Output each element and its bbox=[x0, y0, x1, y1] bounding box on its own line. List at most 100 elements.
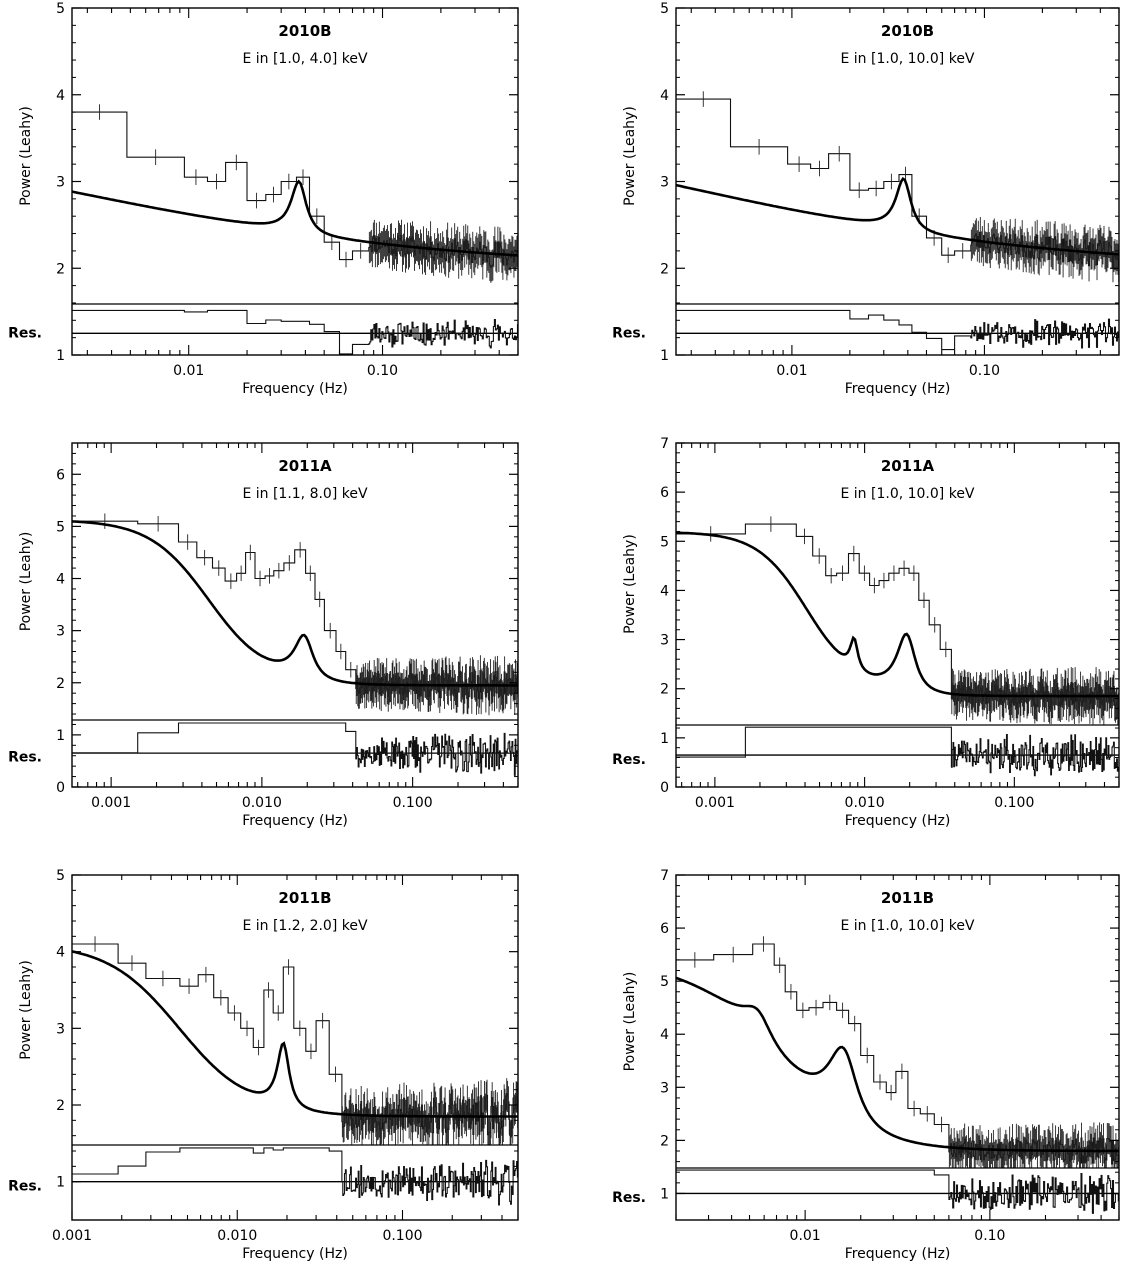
x-tick-label: 0.01 bbox=[776, 363, 807, 379]
residual-histogram bbox=[72, 722, 518, 776]
x-tick-label: 0.01 bbox=[173, 363, 204, 379]
x-tick-label: 0.10 bbox=[974, 1228, 1005, 1244]
y-tick-label: 5 bbox=[56, 1, 65, 17]
y-tick-label: 1 bbox=[56, 348, 65, 364]
x-tick-label: 0.10 bbox=[969, 363, 1000, 379]
y-tick-label: 3 bbox=[660, 1080, 669, 1096]
plot-area bbox=[72, 936, 518, 1220]
y-tick-label: 4 bbox=[56, 945, 65, 961]
y-axis-label: Power (Leahy) bbox=[18, 106, 34, 206]
plot-frame bbox=[71, 874, 519, 1221]
model-fit-curve bbox=[72, 950, 518, 1118]
chart-panel-1: 1 2 3 4 5 0.01 0.10 2010B E in [1.0, 4.0] keV Fre… bbox=[8, 1, 519, 397]
plot-area bbox=[72, 513, 518, 787]
y-axis-label: Power (Leahy) bbox=[18, 960, 34, 1060]
y-tick-label: 6 bbox=[660, 485, 669, 501]
y-tick-label: 1 bbox=[660, 348, 669, 364]
y-tick-label: 5 bbox=[56, 868, 65, 884]
y-tick-label: 7 bbox=[660, 436, 669, 452]
y-tick-label: 6 bbox=[56, 467, 65, 483]
chart-panel-4: 0 1 2 3 4 5 6 7 0.001 0.010 0.100 2011A E in [1.0, 1… bbox=[612, 436, 1120, 829]
x-tick-label: 0.001 bbox=[695, 795, 735, 811]
y-tick-label: 1 bbox=[56, 1175, 65, 1191]
plot-area bbox=[72, 104, 518, 355]
chart-panel-5: 1 2 3 4 5 0.001 0.010 0.100 2011B E in [1.2, 2.0]… bbox=[8, 868, 519, 1262]
x-tick-label: 0.010 bbox=[242, 795, 282, 811]
residual-label: Res. bbox=[8, 326, 42, 342]
y-tick-label: 7 bbox=[660, 868, 669, 884]
residual-label: Res. bbox=[8, 1179, 42, 1195]
y-tick-label: 0 bbox=[660, 780, 669, 796]
x-tick-label: 0.001 bbox=[91, 795, 131, 811]
model-fit-curve bbox=[676, 531, 1119, 698]
x-axis-label: Frequency (Hz) bbox=[242, 381, 348, 397]
y-axis-label: Power (Leahy) bbox=[622, 972, 638, 1072]
y-tick-label: 5 bbox=[660, 534, 669, 550]
x-tick-label: 0.100 bbox=[393, 795, 433, 811]
residual-histogram bbox=[676, 726, 1119, 777]
residual-histogram bbox=[676, 1169, 1119, 1214]
x-axis-label: Frequency (Hz) bbox=[845, 1246, 951, 1262]
panel-energy-band: E in [1.0, 4.0] keV bbox=[242, 51, 368, 67]
plot-frame bbox=[675, 442, 1120, 788]
plot-frame bbox=[675, 874, 1120, 1221]
x-tick-label: 0.01 bbox=[790, 1228, 821, 1244]
y-tick-label: 1 bbox=[660, 731, 669, 747]
x-tick-label: 0.100 bbox=[994, 795, 1034, 811]
residual-region bbox=[72, 1145, 518, 1220]
residual-histogram bbox=[72, 309, 518, 355]
residual-histogram bbox=[72, 1147, 518, 1206]
y-tick-label: 5 bbox=[660, 974, 669, 990]
x-axis-label: Frequency (Hz) bbox=[242, 813, 348, 829]
y-tick-label: 3 bbox=[660, 633, 669, 649]
x-tick-label: 0.010 bbox=[845, 795, 885, 811]
model-fit-curve bbox=[676, 176, 1119, 256]
panel-title: 2011B bbox=[278, 889, 331, 907]
chart-panel-6: 1 2 3 4 5 6 7 0.01 0.10 2011B E in [1.0, 10.0] keV… bbox=[612, 868, 1120, 1262]
x-axis-label: Frequency (Hz) bbox=[242, 1246, 348, 1262]
model-fit-curve bbox=[72, 520, 518, 687]
y-tick-label: 2 bbox=[660, 261, 669, 277]
y-axis-label: Power (Leahy) bbox=[18, 532, 34, 632]
residual-region bbox=[72, 304, 518, 355]
residual-label: Res. bbox=[612, 1190, 646, 1206]
residual-histogram bbox=[676, 309, 1119, 351]
y-tick-label: 4 bbox=[660, 88, 669, 104]
y-tick-label: 5 bbox=[660, 1, 669, 17]
y-tick-label: 2 bbox=[56, 676, 65, 692]
y-axis-label: Power (Leahy) bbox=[622, 106, 638, 206]
panel-energy-band: E in [1.0, 10.0] keV bbox=[840, 51, 974, 67]
y-tick-label: 3 bbox=[660, 175, 669, 191]
plot-frame bbox=[71, 442, 519, 788]
panel-title: 2010B bbox=[881, 22, 934, 40]
panel-title: 2011B bbox=[881, 889, 934, 907]
x-axis-label: Frequency (Hz) bbox=[845, 813, 951, 829]
panel-title: 2011A bbox=[881, 457, 935, 475]
x-tick-label: 0.10 bbox=[367, 363, 398, 379]
model-fit-curve bbox=[676, 976, 1119, 1153]
panel-energy-band: E in [1.0, 10.0] keV bbox=[840, 918, 974, 934]
panel-energy-band: E in [1.2, 2.0] keV bbox=[242, 918, 368, 934]
plot-area bbox=[676, 91, 1119, 355]
residual-label: Res. bbox=[612, 752, 646, 768]
y-tick-label: 6 bbox=[660, 921, 669, 937]
chart-panel-2: 1 2 3 4 5 0.01 0.10 2010B E in [1.0, 10.0] keV Fr… bbox=[612, 1, 1120, 397]
residual-label: Res. bbox=[8, 750, 42, 766]
y-axis-label: Power (Leahy) bbox=[622, 534, 638, 634]
model-fit-curve bbox=[72, 179, 518, 257]
y-tick-label: 4 bbox=[56, 88, 65, 104]
y-tick-label: 3 bbox=[56, 175, 65, 191]
y-tick-label: 2 bbox=[660, 682, 669, 698]
y-tick-label: 1 bbox=[56, 728, 65, 744]
plot-area bbox=[676, 516, 1119, 787]
x-tick-label: 0.100 bbox=[382, 1228, 422, 1244]
residual-region bbox=[676, 304, 1119, 355]
panel-title: 2010B bbox=[278, 22, 331, 40]
x-tick-label: 0.010 bbox=[217, 1228, 257, 1244]
x-tick-label: 0.001 bbox=[52, 1228, 92, 1244]
x-axis-label: Frequency (Hz) bbox=[845, 381, 951, 397]
plot-area bbox=[676, 936, 1119, 1220]
panel-title: 2011A bbox=[278, 457, 332, 475]
